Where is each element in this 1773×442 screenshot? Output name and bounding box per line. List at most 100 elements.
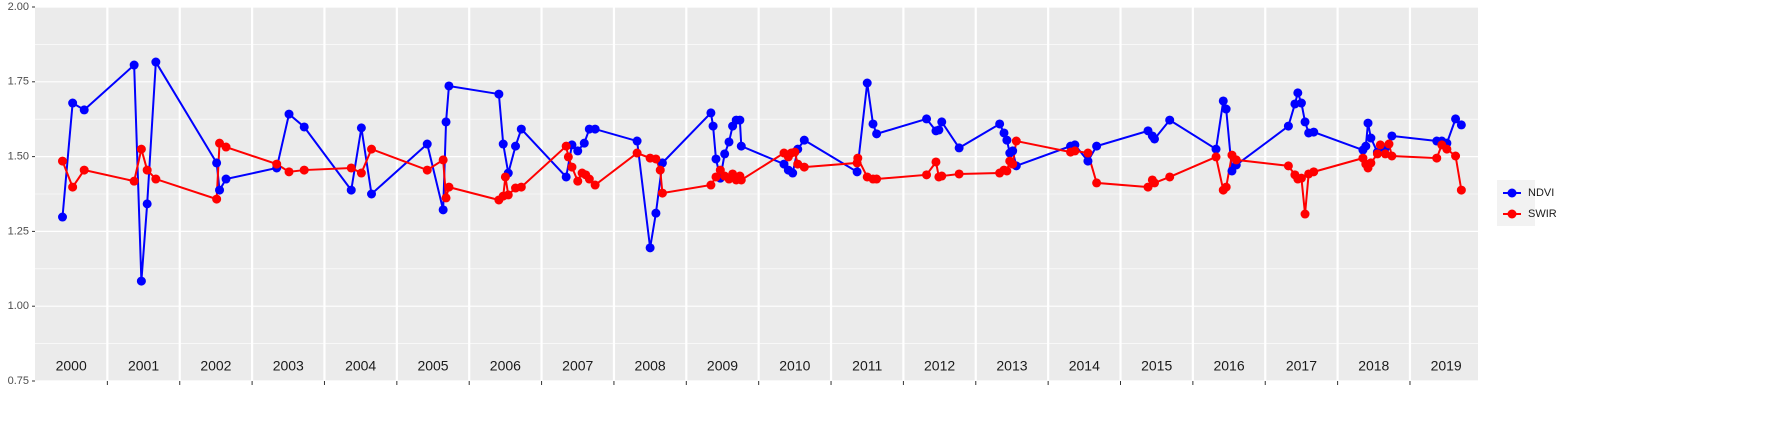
point xyxy=(735,115,745,125)
point xyxy=(573,176,583,186)
year-label: 2016 xyxy=(1213,358,1244,374)
point xyxy=(1150,134,1160,144)
point xyxy=(1387,151,1397,161)
point xyxy=(1293,88,1303,98)
point xyxy=(422,165,432,175)
point xyxy=(444,81,454,91)
legend-background xyxy=(1497,180,1535,226)
point xyxy=(444,182,454,192)
point xyxy=(1218,96,1228,106)
year-label: 2011 xyxy=(852,358,882,374)
point xyxy=(299,122,309,132)
point xyxy=(129,60,139,70)
point xyxy=(284,167,294,177)
point xyxy=(995,119,1005,129)
point xyxy=(1384,139,1394,149)
point xyxy=(221,142,231,152)
point xyxy=(503,190,513,200)
point xyxy=(579,138,589,148)
point xyxy=(657,188,667,198)
point xyxy=(584,174,594,184)
point xyxy=(632,148,642,158)
point xyxy=(1011,136,1021,146)
point xyxy=(142,199,152,209)
point xyxy=(720,149,730,159)
point xyxy=(657,158,667,168)
point xyxy=(494,89,504,99)
point xyxy=(1283,161,1293,171)
point xyxy=(1221,104,1231,114)
point xyxy=(573,146,583,156)
point xyxy=(57,156,67,166)
point xyxy=(934,125,944,135)
point xyxy=(954,169,964,179)
point xyxy=(1296,173,1306,183)
point xyxy=(931,157,941,167)
point xyxy=(367,189,377,199)
point xyxy=(151,57,161,67)
point xyxy=(356,168,366,178)
point xyxy=(1221,182,1231,192)
point xyxy=(1231,155,1241,165)
year-label: 2009 xyxy=(707,358,738,374)
point xyxy=(708,121,718,131)
point xyxy=(516,182,526,192)
point xyxy=(422,139,432,149)
point xyxy=(1451,151,1461,161)
y-tick-label: 1.00 xyxy=(8,300,29,312)
point xyxy=(922,114,932,124)
point xyxy=(79,105,89,115)
point xyxy=(1456,185,1466,195)
point xyxy=(151,174,161,184)
point xyxy=(1387,131,1397,141)
point xyxy=(215,138,225,148)
point xyxy=(563,152,573,162)
point xyxy=(367,144,377,154)
y-tick-label: 1.50 xyxy=(8,151,29,163)
year-label: 2019 xyxy=(1431,358,1462,374)
point xyxy=(1165,172,1175,182)
point xyxy=(142,165,152,175)
point xyxy=(57,212,67,222)
point xyxy=(567,162,577,172)
point xyxy=(1143,182,1153,192)
point xyxy=(500,172,510,182)
point xyxy=(346,185,356,195)
point xyxy=(516,124,526,134)
point xyxy=(441,193,451,203)
year-label: 2017 xyxy=(1286,358,1317,374)
point xyxy=(937,171,947,181)
legend-marker xyxy=(1507,209,1517,219)
point xyxy=(136,276,146,286)
point xyxy=(937,117,947,127)
legend-marker xyxy=(1507,188,1517,198)
point xyxy=(1083,148,1093,158)
point xyxy=(711,172,721,182)
point xyxy=(790,147,800,157)
point xyxy=(1432,153,1442,163)
point xyxy=(645,243,655,253)
point xyxy=(1456,120,1466,130)
point xyxy=(651,154,661,164)
point xyxy=(922,170,932,180)
y-tick-label: 1.75 xyxy=(8,76,29,88)
point xyxy=(1283,121,1293,131)
point xyxy=(853,153,863,163)
year-label: 2010 xyxy=(779,358,810,374)
point xyxy=(221,174,231,184)
point xyxy=(632,136,642,146)
point xyxy=(706,180,716,190)
point xyxy=(212,158,222,168)
point xyxy=(1372,149,1382,159)
point xyxy=(651,208,661,218)
point xyxy=(1002,166,1012,176)
point xyxy=(999,128,1009,138)
year-label: 2003 xyxy=(273,358,304,374)
point xyxy=(299,165,309,175)
point xyxy=(68,182,78,192)
point xyxy=(1092,141,1102,151)
point xyxy=(590,124,600,134)
point xyxy=(129,176,139,186)
